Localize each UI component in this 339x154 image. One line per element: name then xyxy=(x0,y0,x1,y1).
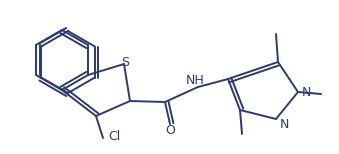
Text: Cl: Cl xyxy=(108,130,120,143)
Text: O: O xyxy=(165,124,175,136)
Text: S: S xyxy=(121,57,129,69)
Text: NH: NH xyxy=(186,73,204,87)
Text: N: N xyxy=(280,118,290,130)
Text: N: N xyxy=(302,85,312,99)
